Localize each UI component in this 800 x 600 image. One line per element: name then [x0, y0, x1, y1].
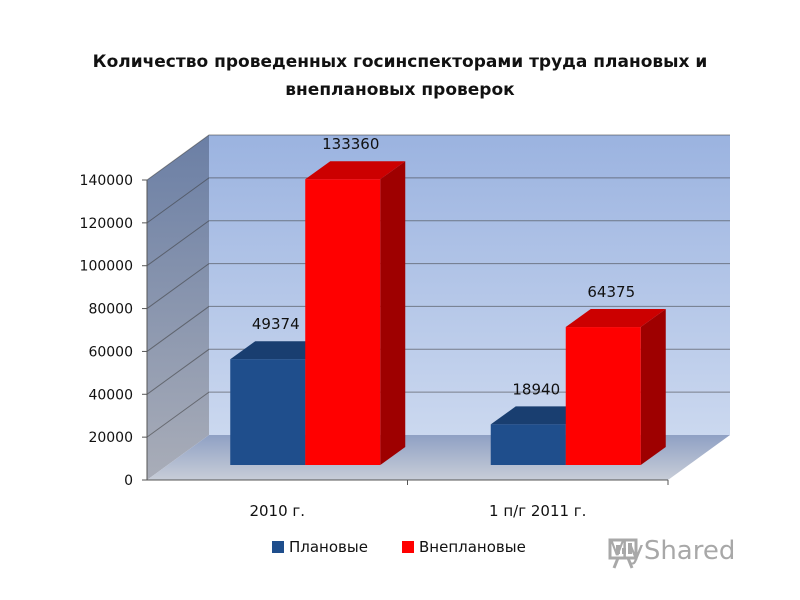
presentation-board-icon: [608, 538, 638, 569]
data-label: 133360: [322, 135, 379, 153]
gridline: [146, 177, 730, 224]
legend-label: Плановые: [289, 538, 368, 556]
y-tick-label: 0: [124, 473, 133, 489]
bar: [230, 359, 306, 465]
chart-legend: Плановые Внеплановые: [272, 538, 526, 556]
bar: [490, 424, 566, 465]
side-wall: [147, 135, 209, 480]
gridline: [146, 220, 730, 267]
chart-title-line-1: Количество проведенных госинспекторами т…: [92, 52, 708, 72]
gridline: [146, 134, 730, 181]
chart-axes: 0 20000 40000 60000 80000 100000 120000 140000: [80, 173, 669, 489]
data-label: 64375: [587, 283, 635, 301]
y-tick-label: 60000: [88, 344, 133, 360]
chart-title: Количество проведенных госинспекторами т…: [0, 48, 800, 104]
bar-top: [565, 309, 666, 328]
gridline: [146, 391, 730, 438]
bar-side: [640, 309, 666, 465]
data-label: 49374: [252, 315, 300, 333]
legend-label: Внеплановые: [419, 538, 526, 556]
x-tick-label: 2010 г.: [249, 502, 305, 520]
legend-swatch: [272, 541, 284, 553]
chart-gridlines: [146, 134, 730, 438]
y-tick-label: 80000: [88, 302, 133, 318]
y-tick-label: 100000: [80, 259, 133, 275]
bar-top: [305, 161, 406, 180]
chart-title-line-2: внеплановых проверок: [285, 80, 515, 100]
data-label: 18940: [512, 380, 560, 398]
gridline: [146, 348, 730, 395]
bar: [565, 327, 641, 465]
gridline: [146, 305, 730, 352]
y-tick-label: 120000: [80, 216, 133, 232]
legend-swatch: [402, 541, 414, 553]
y-tick-label: 140000: [80, 173, 133, 189]
x-tick-label: 1 п/г 2011 г.: [489, 502, 586, 520]
bar: [305, 179, 381, 465]
gridline: [146, 263, 730, 309]
chart-bars: [230, 161, 666, 465]
y-tick-label: 40000: [88, 387, 133, 403]
chart-labels: 49374 133360 2010 г. 18940 64375 1 п/г 2011 г…: [249, 135, 635, 520]
y-tick-label: 20000: [88, 430, 133, 446]
watermark-logo: MyShared: [606, 536, 735, 569]
bar-side: [380, 161, 406, 465]
